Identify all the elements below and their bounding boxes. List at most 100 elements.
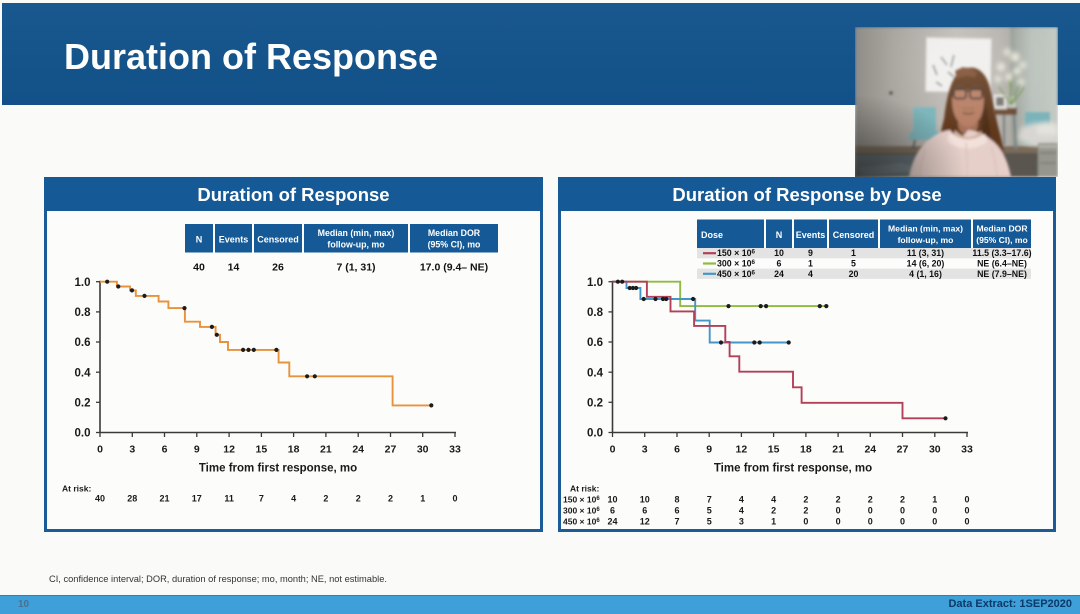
svg-text:28: 28 <box>127 494 137 504</box>
svg-text:Median (min, max): Median (min, max) <box>318 228 395 238</box>
svg-text:30: 30 <box>929 444 941 456</box>
svg-text:0.6: 0.6 <box>587 337 603 349</box>
svg-text:4: 4 <box>739 506 744 516</box>
svg-text:10: 10 <box>607 495 617 505</box>
svg-text:Events: Events <box>796 230 826 240</box>
svg-text:0: 0 <box>900 517 905 527</box>
svg-text:300 × 106: 300 × 106 <box>563 506 600 516</box>
svg-text:0: 0 <box>868 506 873 516</box>
svg-text:0.4: 0.4 <box>587 367 604 379</box>
svg-text:Events: Events <box>219 235 249 245</box>
svg-text:4: 4 <box>771 495 776 505</box>
svg-text:15: 15 <box>768 444 780 456</box>
svg-text:9: 9 <box>808 248 813 258</box>
svg-text:0.0: 0.0 <box>587 428 603 440</box>
svg-text:1: 1 <box>932 495 937 505</box>
svg-text:2: 2 <box>868 495 873 505</box>
svg-text:6: 6 <box>162 444 168 456</box>
svg-text:30: 30 <box>417 444 429 456</box>
svg-text:6: 6 <box>610 506 615 516</box>
svg-text:150 × 106: 150 × 106 <box>717 248 756 258</box>
svg-text:24: 24 <box>774 269 784 279</box>
svg-text:7: 7 <box>674 517 679 527</box>
svg-text:N: N <box>776 230 783 240</box>
svg-text:follow-up, mo: follow-up, mo <box>327 240 385 250</box>
svg-text:NE (7.9–NE): NE (7.9–NE) <box>977 269 1027 279</box>
svg-text:N: N <box>196 235 203 245</box>
svg-text:450 × 106: 450 × 106 <box>563 517 600 527</box>
svg-text:2: 2 <box>771 506 776 516</box>
svg-text:follow-up, mo: follow-up, mo <box>898 235 954 245</box>
svg-text:At risk:: At risk: <box>570 484 599 494</box>
svg-text:300 × 106: 300 × 106 <box>717 259 756 269</box>
svg-text:0.8: 0.8 <box>75 307 92 319</box>
svg-text:40: 40 <box>193 261 205 273</box>
svg-text:12: 12 <box>223 444 235 456</box>
svg-text:6: 6 <box>674 506 679 516</box>
svg-text:5: 5 <box>707 506 712 516</box>
svg-text:2: 2 <box>803 506 808 516</box>
svg-text:1: 1 <box>420 494 425 504</box>
svg-text:Time from first response, mo: Time from first response, mo <box>199 463 357 475</box>
svg-text:2: 2 <box>900 495 905 505</box>
svg-text:17.0 (9.4– NE): 17.0 (9.4– NE) <box>420 261 488 273</box>
svg-text:2: 2 <box>836 495 841 505</box>
svg-text:3: 3 <box>739 517 744 527</box>
svg-text:0: 0 <box>964 495 969 505</box>
svg-text:0.6: 0.6 <box>75 337 91 349</box>
svg-text:0: 0 <box>932 517 937 527</box>
svg-text:(95% CI), mo: (95% CI), mo <box>428 240 481 250</box>
svg-text:24: 24 <box>864 444 876 456</box>
svg-text:0.2: 0.2 <box>587 397 603 409</box>
svg-text:17: 17 <box>192 494 202 504</box>
svg-text:4: 4 <box>291 494 296 504</box>
svg-text:12: 12 <box>736 444 748 456</box>
svg-text:18: 18 <box>800 444 812 456</box>
svg-text:24: 24 <box>352 444 364 456</box>
svg-text:0: 0 <box>97 444 103 456</box>
svg-text:Median DOR: Median DOR <box>428 228 481 238</box>
svg-text:450 × 106: 450 × 106 <box>717 269 756 279</box>
svg-text:20: 20 <box>849 269 859 279</box>
svg-text:11: 11 <box>224 494 234 504</box>
svg-text:Time from first response, mo: Time from first response, mo <box>714 463 872 475</box>
svg-text:1: 1 <box>808 259 813 269</box>
svg-text:10: 10 <box>774 248 784 258</box>
svg-text:40: 40 <box>95 494 105 504</box>
svg-text:2: 2 <box>323 494 328 504</box>
svg-text:14 (6, 20): 14 (6, 20) <box>907 259 945 269</box>
svg-text:26: 26 <box>272 261 284 273</box>
svg-text:9: 9 <box>706 444 712 456</box>
svg-text:At risk:: At risk: <box>62 484 91 494</box>
svg-text:7 (1, 31): 7 (1, 31) <box>336 261 375 273</box>
svg-text:6: 6 <box>642 506 647 516</box>
svg-text:4 (1, 16): 4 (1, 16) <box>909 269 942 279</box>
svg-text:Dose: Dose <box>701 230 723 240</box>
svg-text:11 (3, 31): 11 (3, 31) <box>907 248 944 258</box>
svg-text:27: 27 <box>897 444 909 456</box>
svg-text:21: 21 <box>832 444 844 456</box>
svg-text:0.4: 0.4 <box>75 367 92 379</box>
svg-text:0.0: 0.0 <box>75 428 91 440</box>
svg-text:Median (min, max): Median (min, max) <box>888 224 963 234</box>
svg-text:11.5 (3.3–17.6): 11.5 (3.3–17.6) <box>972 248 1031 258</box>
svg-text:0: 0 <box>452 494 457 504</box>
svg-text:10: 10 <box>640 495 650 505</box>
svg-text:3: 3 <box>642 444 648 456</box>
svg-text:0: 0 <box>836 517 841 527</box>
svg-text:27: 27 <box>385 444 397 456</box>
svg-text:2: 2 <box>803 495 808 505</box>
svg-text:4: 4 <box>739 495 744 505</box>
svg-text:12: 12 <box>640 517 650 527</box>
svg-text:15: 15 <box>256 444 268 456</box>
svg-text:NE (6.4–NE): NE (6.4–NE) <box>977 259 1027 269</box>
svg-text:8: 8 <box>674 495 679 505</box>
svg-text:0.2: 0.2 <box>75 397 91 409</box>
svg-text:150 × 106: 150 × 106 <box>563 495 600 505</box>
svg-text:1.0: 1.0 <box>75 277 91 289</box>
svg-text:21: 21 <box>320 444 332 456</box>
svg-text:1: 1 <box>851 248 856 258</box>
svg-text:9: 9 <box>194 444 200 456</box>
svg-text:1.0: 1.0 <box>587 277 603 289</box>
svg-text:Censored: Censored <box>833 230 875 240</box>
